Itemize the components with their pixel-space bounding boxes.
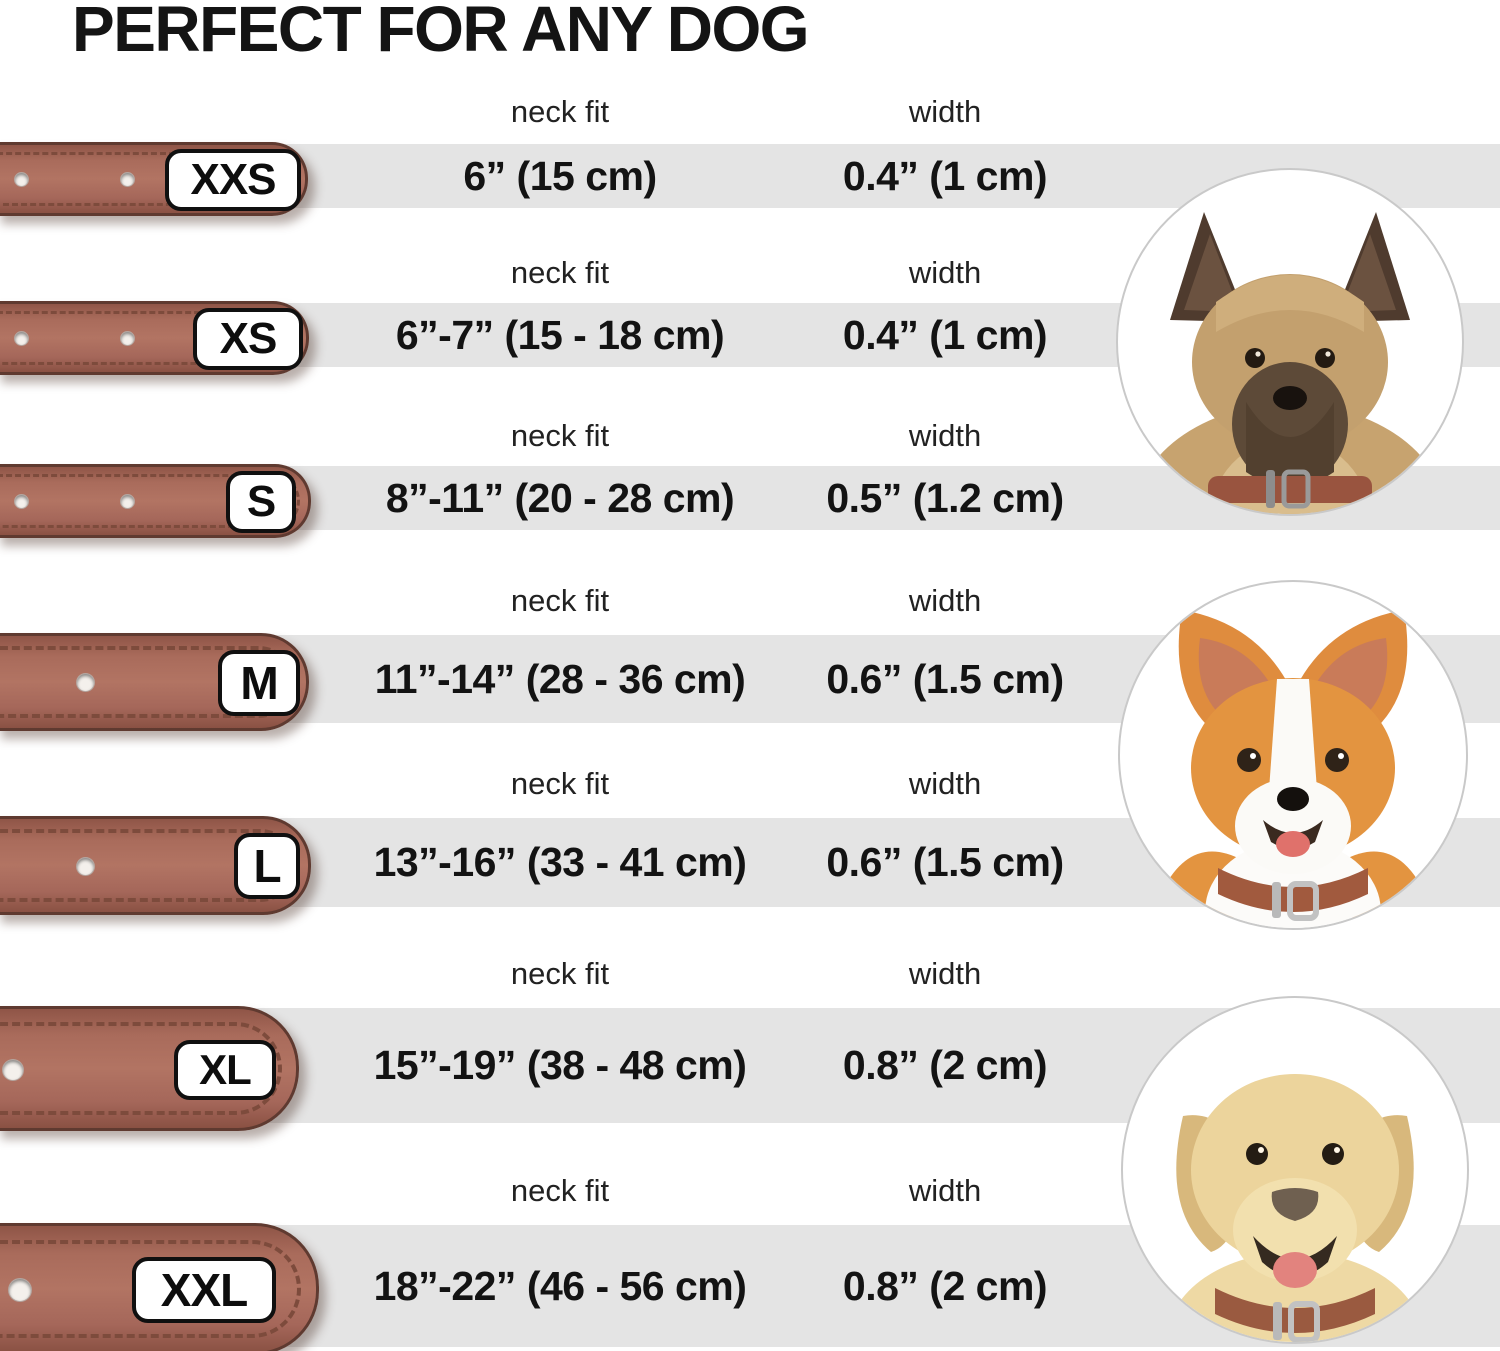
neck-fit-header: neck fit	[510, 766, 610, 801]
width-value: 0.4” (1 cm)	[842, 152, 1048, 199]
size-badge: XL	[174, 1040, 276, 1100]
dog-photo-corgi	[1118, 580, 1468, 930]
collar-hole	[120, 494, 135, 509]
width-value: 0.6” (1.5 cm)	[826, 839, 1064, 885]
corgi-illustration	[1148, 610, 1438, 928]
width-header: width	[908, 956, 982, 991]
width-value: 0.8” (2 cm)	[842, 1042, 1048, 1088]
neck-fit-header: neck fit	[510, 1173, 610, 1208]
width-header: width	[908, 1173, 982, 1208]
collar-hole	[14, 331, 29, 346]
collar-hole	[120, 331, 135, 346]
collar-hole	[120, 172, 135, 187]
collar-hole	[2, 1058, 24, 1081]
width-value: 0.8” (2 cm)	[842, 1262, 1048, 1309]
neck-fit-header: neck fit	[510, 94, 610, 129]
size-badge: XXL	[132, 1257, 276, 1323]
terrier-illustration	[1132, 212, 1448, 514]
width-value: 0.4” (1 cm)	[842, 311, 1048, 358]
size-badge: XXS	[165, 149, 301, 211]
collar-hole	[76, 673, 95, 692]
collar-hole	[76, 856, 95, 876]
collar-hole	[14, 494, 29, 509]
collar-stitching	[0, 474, 300, 528]
size-badge: S	[226, 471, 296, 533]
width-header: width	[908, 255, 982, 290]
neck-fit-header: neck fit	[510, 956, 610, 991]
width-header: width	[908, 583, 982, 618]
neck-fit-value: 15”-19” (38 - 48 cm)	[373, 1042, 747, 1088]
collar-hole	[14, 172, 29, 187]
neck-fit-header: neck fit	[510, 583, 610, 618]
dog-photo-labrador	[1121, 996, 1469, 1344]
neck-fit-header: neck fit	[510, 255, 610, 290]
neck-fit-value: 18”-22” (46 - 56 cm)	[373, 1262, 747, 1309]
width-value: 0.6” (1.5 cm)	[826, 655, 1064, 702]
size-badge: L	[234, 833, 300, 899]
width-header: width	[908, 418, 982, 453]
labrador-illustration	[1167, 1074, 1423, 1342]
neck-fit-value: 6”-7” (15 - 18 cm)	[395, 311, 725, 358]
neck-fit-value: 13”-16” (33 - 41 cm)	[373, 839, 747, 885]
neck-fit-header: neck fit	[510, 418, 610, 453]
width-header: width	[908, 94, 982, 129]
width-value: 0.5” (1.2 cm)	[826, 474, 1064, 521]
size-badge: XS	[193, 308, 303, 370]
dog-photo-terrier	[1116, 168, 1464, 516]
neck-fit-value: 11”-14” (28 - 36 cm)	[374, 655, 746, 702]
neck-fit-value: 6” (15 cm)	[463, 152, 657, 199]
collar-stitching	[0, 1022, 282, 1115]
page-title: PERFECT FOR ANY DOG	[72, 0, 810, 65]
width-header: width	[908, 766, 982, 801]
neck-fit-value: 8”-11” (20 - 28 cm)	[385, 474, 735, 521]
collar-stitching	[0, 1240, 301, 1338]
collar-hole	[8, 1278, 32, 1302]
size-badge: M	[218, 650, 300, 716]
